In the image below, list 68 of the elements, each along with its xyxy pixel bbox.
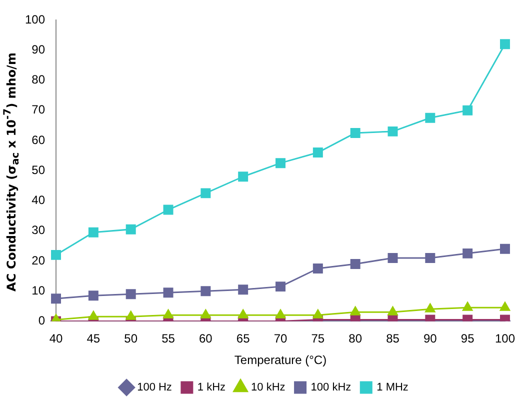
legend-label: 1 MHz (376, 382, 408, 394)
point (126, 224, 136, 234)
point (238, 284, 248, 295)
point (51, 250, 62, 260)
point (126, 289, 136, 300)
point (88, 290, 98, 301)
x-tick-label: 60 (199, 332, 213, 346)
point (500, 39, 510, 50)
point (200, 309, 211, 318)
point (200, 286, 211, 296)
x-tick-label: 75 (311, 332, 325, 346)
point (388, 306, 398, 316)
point (462, 302, 473, 311)
point (425, 252, 436, 263)
point (425, 112, 436, 123)
x-tick-label: 70 (274, 332, 288, 346)
point (163, 204, 174, 215)
y-tick-label: 90 (32, 42, 46, 56)
legend-label: 100 kHz (310, 382, 352, 394)
point (350, 258, 360, 269)
y-tick-label: 0 (38, 314, 46, 328)
point (163, 309, 174, 318)
point (425, 303, 436, 312)
x-axis-title: Temperature (°C) (234, 353, 327, 368)
point (276, 282, 286, 292)
x-tick-label: 100 (494, 332, 516, 346)
y-tick-label: 30 (32, 223, 46, 238)
y-tick-label: 70 (32, 102, 46, 117)
point (312, 309, 323, 318)
point (462, 248, 473, 258)
point (350, 128, 360, 138)
x-tick-label: 65 (236, 332, 250, 346)
point (88, 310, 99, 320)
point (312, 264, 323, 274)
x-tick-label: 80 (348, 332, 362, 346)
x-tick-label: 40 (49, 332, 64, 346)
point (88, 227, 98, 238)
point (51, 294, 62, 304)
y-tick-label: 60 (32, 132, 46, 147)
y-tick-label: 10 (32, 283, 46, 298)
point (126, 310, 136, 320)
point (388, 252, 398, 263)
x-tick-label: 55 (162, 332, 176, 346)
point (350, 306, 360, 316)
point (163, 288, 174, 298)
point (500, 302, 510, 311)
x-tick-label: 50 (124, 332, 138, 346)
point (276, 158, 286, 168)
point (388, 126, 398, 136)
y-tick-label: 50 (32, 162, 46, 177)
point (462, 105, 473, 116)
legend-label: 10 kHz (251, 382, 286, 394)
x-tick-label: 95 (460, 332, 475, 346)
point (500, 244, 510, 254)
legend-label: 100 Hz (137, 382, 172, 394)
legend-label: 1 kHz (197, 382, 226, 394)
x-tick-label: 45 (86, 332, 100, 346)
y-tick-label: 40 (32, 193, 46, 208)
y-tick-label: 20 (32, 253, 46, 268)
point (275, 309, 286, 318)
y-tick-label: 100 (24, 12, 46, 26)
x-tick-label: 85 (386, 332, 400, 346)
point (200, 188, 211, 198)
point (238, 172, 248, 182)
x-tick-label: 90 (423, 332, 438, 346)
point (238, 309, 248, 318)
y-tick-label: 80 (32, 72, 46, 87)
point (312, 148, 323, 158)
